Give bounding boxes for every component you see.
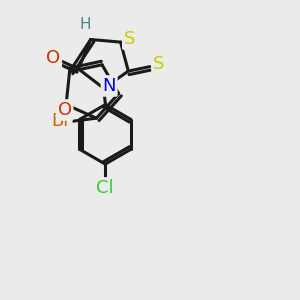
Text: O: O — [46, 49, 60, 67]
Text: N: N — [102, 77, 116, 95]
Text: Br: Br — [51, 112, 70, 130]
Text: S: S — [124, 30, 135, 48]
Text: Cl: Cl — [96, 179, 114, 197]
Text: H: H — [80, 17, 91, 32]
Text: S: S — [153, 55, 164, 73]
Text: O: O — [58, 101, 72, 119]
